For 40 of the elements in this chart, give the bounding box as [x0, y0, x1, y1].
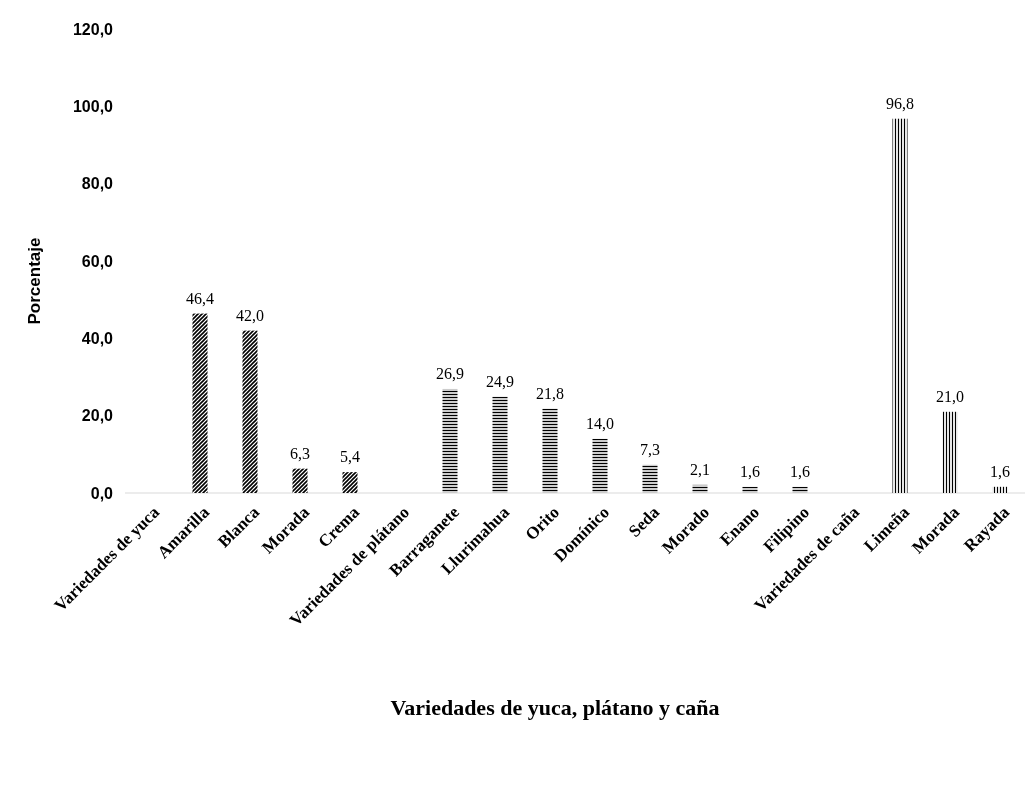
bar: [742, 486, 758, 493]
bar: [292, 468, 308, 493]
data-label: 46,4: [186, 289, 214, 307]
bar: [642, 464, 658, 493]
data-label: 5,4: [340, 448, 360, 466]
data-label: 1,6: [740, 462, 760, 480]
data-label: 24,9: [486, 372, 514, 390]
data-label: 14,0: [586, 414, 614, 432]
data-label: 1,6: [790, 462, 810, 480]
bar: [942, 411, 958, 493]
y-tick-label: 80,0: [81, 175, 114, 193]
bar: [542, 408, 558, 493]
bar: [792, 486, 808, 493]
data-label: 21,8: [536, 384, 564, 402]
bar: [492, 396, 508, 493]
y-tick-label: 120,0: [72, 20, 114, 38]
data-label: 42,0: [236, 306, 264, 324]
data-label: 1,6: [990, 462, 1010, 480]
x-tick-label: Seda: [624, 502, 664, 541]
y-tick-label: 60,0: [81, 252, 114, 270]
y-axis-title: Porcentaje: [25, 237, 44, 325]
data-label: 26,9: [436, 364, 464, 382]
bar: [242, 330, 258, 493]
y-tick-label: 0,0: [90, 484, 114, 502]
bar: [892, 118, 908, 493]
bar: [692, 484, 708, 493]
bar: [342, 472, 358, 493]
bar: [992, 486, 1008, 493]
data-label: 96,8: [886, 94, 914, 112]
bar: [592, 438, 608, 493]
y-tick-label: 40,0: [81, 329, 114, 347]
bar: [192, 313, 208, 493]
data-label: 6,3: [290, 444, 310, 462]
data-label: 2,1: [690, 460, 710, 478]
y-tick-label: 20,0: [81, 407, 114, 425]
data-label: 7,3: [640, 440, 660, 458]
data-label: 21,0: [936, 387, 964, 405]
x-axis-title: Variedades de yuca, plátano y caña: [390, 695, 720, 720]
bar: [442, 388, 458, 493]
y-tick-label: 100,0: [72, 97, 114, 115]
